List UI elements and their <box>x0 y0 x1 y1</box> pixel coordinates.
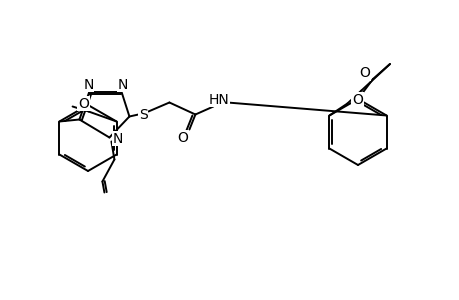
Text: O: O <box>177 130 187 145</box>
Text: S: S <box>139 107 147 122</box>
Text: N: N <box>83 77 93 92</box>
Text: O: O <box>351 92 362 106</box>
Text: N: N <box>112 131 123 146</box>
Text: HN: HN <box>208 92 230 106</box>
Text: O: O <box>359 66 369 80</box>
Text: N: N <box>117 77 127 92</box>
Text: O: O <box>78 97 89 110</box>
